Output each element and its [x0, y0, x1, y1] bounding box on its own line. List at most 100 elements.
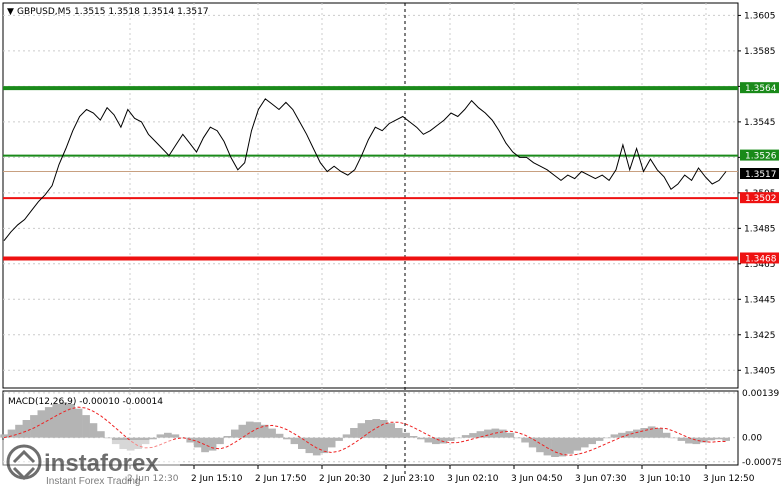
macd-bar [320, 437, 328, 454]
macd-bar [536, 437, 544, 453]
macd-bar [7, 429, 16, 438]
macd-bar [74, 408, 83, 438]
time-tick-label: 2 Jun 20:30 [319, 474, 371, 484]
macd-bar [677, 437, 686, 441]
macd-bar [82, 415, 90, 438]
level-tag-label: 1.3502 [745, 194, 777, 204]
price-line [3, 98, 727, 242]
level-tag-bg [740, 252, 779, 264]
price-tick-label: 1.3445 [744, 295, 776, 305]
macd-bar [350, 428, 358, 438]
macd-bar [476, 431, 485, 438]
macd-bar [97, 431, 105, 438]
macd-bar [387, 423, 395, 438]
macd-bar [610, 434, 619, 438]
macd-bar [454, 437, 462, 439]
level-tag-label: 1.3468 [745, 254, 777, 264]
macd-bar [521, 437, 529, 443]
macd-bar [89, 423, 98, 438]
macd-bar [439, 437, 448, 444]
macd-tick-label: 0.00139 [742, 389, 779, 399]
macd-bar [245, 421, 254, 438]
macd-bar [506, 432, 515, 438]
macd-bar [260, 424, 269, 438]
macd-bar [357, 423, 366, 438]
macd-bar [469, 433, 477, 438]
macd-bar [402, 432, 410, 438]
macd-bar [238, 424, 247, 438]
macd-bar [379, 420, 388, 438]
macd-bar [283, 437, 291, 440]
macd-bar [223, 436, 232, 438]
price-tick-label: 1.3485 [744, 224, 776, 234]
macd-bar [59, 402, 68, 438]
instaforex-logo-arrows [12, 449, 36, 481]
macd-bar [513, 437, 522, 439]
macd-bar [528, 437, 537, 448]
macd-bar [566, 437, 574, 454]
price-tick-label: 1.3605 [744, 11, 776, 21]
macd-bar [37, 410, 46, 438]
instaforex-brand: instaforex [44, 450, 159, 477]
macd-bar [722, 437, 730, 441]
time-tick-label: 2 Jun 15:10 [191, 474, 243, 484]
macd-bar [193, 437, 202, 448]
macd-bar [670, 437, 678, 439]
time-tick-label: 2 Jun 23:10 [383, 474, 435, 484]
level-price-tags: 1.3564 1.3526 1.3502 1.3468 [740, 82, 779, 264]
time-tick-label: 3 Jun 02:10 [447, 474, 499, 484]
time-tick-label: 3 Jun 07:30 [575, 474, 627, 484]
time-axis[interactable]: 2 Jun 12:30 2 Jun 15:10 2 Jun 17:50 2 Jun 2… [127, 465, 755, 484]
macd-bar [551, 437, 559, 457]
instaforex-logo: instaforex Instant Forex Trading [0, 440, 180, 489]
macd-bar [156, 434, 165, 438]
macd-bar [67, 403, 75, 438]
macd-bar [662, 432, 671, 438]
price-tick-label: 1.3405 [744, 366, 776, 376]
macd-bar [484, 429, 492, 438]
macd-bar [44, 407, 53, 438]
macd-bar [312, 437, 321, 456]
macd-bar [372, 419, 381, 438]
macd-bar [15, 424, 23, 438]
macd-bar [22, 420, 31, 438]
macd-bar [432, 437, 440, 445]
price-tick-label: 1.3425 [744, 331, 776, 341]
macd-bar [268, 428, 276, 438]
macd-bar [290, 437, 299, 445]
macd-bar [446, 437, 455, 441]
macd-bar [633, 429, 641, 438]
main-plot-area[interactable] [2, 2, 739, 389]
macd-bar [714, 437, 723, 440]
macd-bar [417, 437, 425, 440]
macd-bar [603, 437, 611, 439]
macd-tick-label: 0.00 [742, 434, 762, 444]
macd-bar [685, 437, 693, 444]
macd-bar [588, 437, 596, 445]
level-tag-bg [740, 82, 779, 94]
macd-bar [126, 437, 135, 451]
macd-bar [335, 437, 343, 441]
macd-bar [275, 433, 284, 438]
main-grid [3, 3, 738, 465]
macd-bar [216, 437, 224, 445]
price-tick-label: 1.3585 [744, 47, 776, 57]
current-price-tag-bg [740, 168, 779, 179]
level-tag-bg [740, 192, 779, 204]
macd-bar [394, 428, 403, 438]
macd-bar [298, 437, 306, 449]
macd-bar [647, 426, 656, 438]
macd-bar [655, 428, 663, 438]
macd-bar [342, 434, 351, 438]
symbol-ohlc-header: GBPUSD,M5 1.3515 1.3518 1.3514 1.3517 [17, 7, 209, 17]
macd-bar [178, 437, 187, 439]
macd-tick-label: -0.00075 [742, 458, 781, 468]
macd-histogram [0, 402, 730, 457]
macd-axis[interactable]: 0.00139 0.00 -0.00075 [742, 389, 781, 468]
macd-bar [119, 437, 128, 449]
macd-bar [327, 437, 336, 448]
macd-bar [499, 429, 507, 438]
macd-bar [365, 420, 373, 438]
macd-bar [595, 437, 604, 441]
